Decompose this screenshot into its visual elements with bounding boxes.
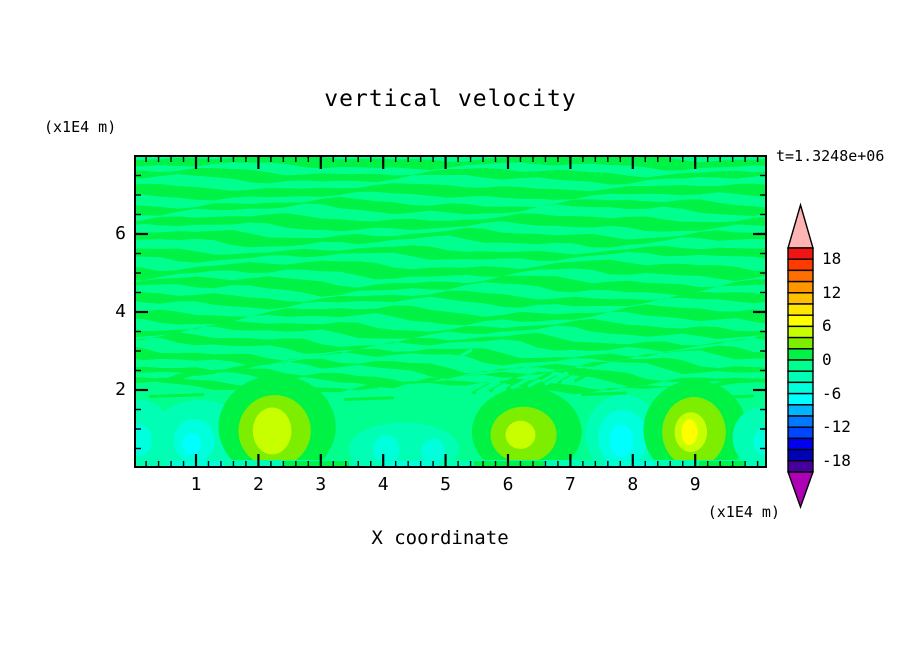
plot-frame <box>134 155 767 468</box>
colorbar-tick-label--12: -12 <box>822 417 851 437</box>
updraft-x6.3 <box>505 420 536 449</box>
x-tick-label-3: 3 <box>315 474 327 495</box>
colorbar-segment <box>787 247 814 260</box>
x-tick-label-9: 9 <box>689 474 701 495</box>
colorbar-segment <box>787 370 814 384</box>
x-tick-label-2: 2 <box>252 474 264 495</box>
colorbar-segment <box>787 269 814 283</box>
updraft-x2.3 <box>252 407 292 455</box>
colorbar-segment <box>787 336 814 350</box>
downdraft-x4.3 <box>373 434 400 465</box>
colorbar-over-arrow <box>787 202 814 249</box>
colorbar-tick-label-12: 12 <box>822 282 842 302</box>
colorbar-segment <box>787 426 814 440</box>
colorbar-segment <box>787 348 814 361</box>
plot-title: vertical velocity <box>324 86 577 112</box>
downdraft-x7.85 <box>609 424 634 458</box>
colorbar-segment <box>787 314 814 328</box>
contour-plot-area <box>134 155 767 468</box>
x-axis-unit-label: (x1E4 m) <box>707 503 780 521</box>
downdraft-x4.3 <box>421 438 445 465</box>
x-tick-label-8: 8 <box>627 474 639 495</box>
x-tick-label-5: 5 <box>440 474 452 495</box>
contour-field <box>135 156 766 467</box>
colorbar-segment <box>787 359 814 372</box>
x-tick-label-6: 6 <box>502 474 514 495</box>
colorbar-under-arrow <box>787 471 814 510</box>
colorbar-tick-label-6: 6 <box>822 316 832 336</box>
x-axis-title: X coordinate <box>371 527 509 549</box>
x-tick-label-4: 4 <box>377 474 389 495</box>
colorbar-segment <box>787 415 814 428</box>
colorbar-segment <box>787 404 814 417</box>
colorbar-tick-label-18: 18 <box>822 249 842 269</box>
colorbar-segment <box>787 292 814 305</box>
y-tick-label-4: 4 <box>115 301 126 322</box>
colorbar-tick-label--6: -6 <box>822 383 842 403</box>
colorbar-segment <box>787 325 814 339</box>
colorbar <box>787 202 814 510</box>
y-axis-unit-label: (x1E4 m) <box>44 118 117 136</box>
colorbar-segment <box>787 258 814 272</box>
y-tick-label-6: 6 <box>115 223 126 244</box>
colorbar-segment <box>787 448 814 462</box>
y-tick-label-2: 2 <box>115 379 126 400</box>
colorbar-segment <box>787 303 814 316</box>
colorbar-tick-label-0: 0 <box>822 350 832 369</box>
downdraft-x1.05 <box>182 432 201 455</box>
wave-breaking-layer <box>459 348 593 395</box>
x-tick-label-7: 7 <box>564 474 576 495</box>
time-annotation: t=1.3248e+06 <box>776 147 885 165</box>
colorbar-tick-label--18: -18 <box>822 450 851 470</box>
x-tick-label-1: 1 <box>190 474 202 495</box>
convection-cells-layer <box>135 375 766 467</box>
colorbar-segment <box>787 437 814 451</box>
colorbar-segment <box>787 280 814 294</box>
colorbar-segment <box>787 392 814 406</box>
colorbar-segment <box>787 381 814 395</box>
updraft-x9.0 <box>681 419 698 445</box>
colorbar-segment <box>787 460 814 473</box>
